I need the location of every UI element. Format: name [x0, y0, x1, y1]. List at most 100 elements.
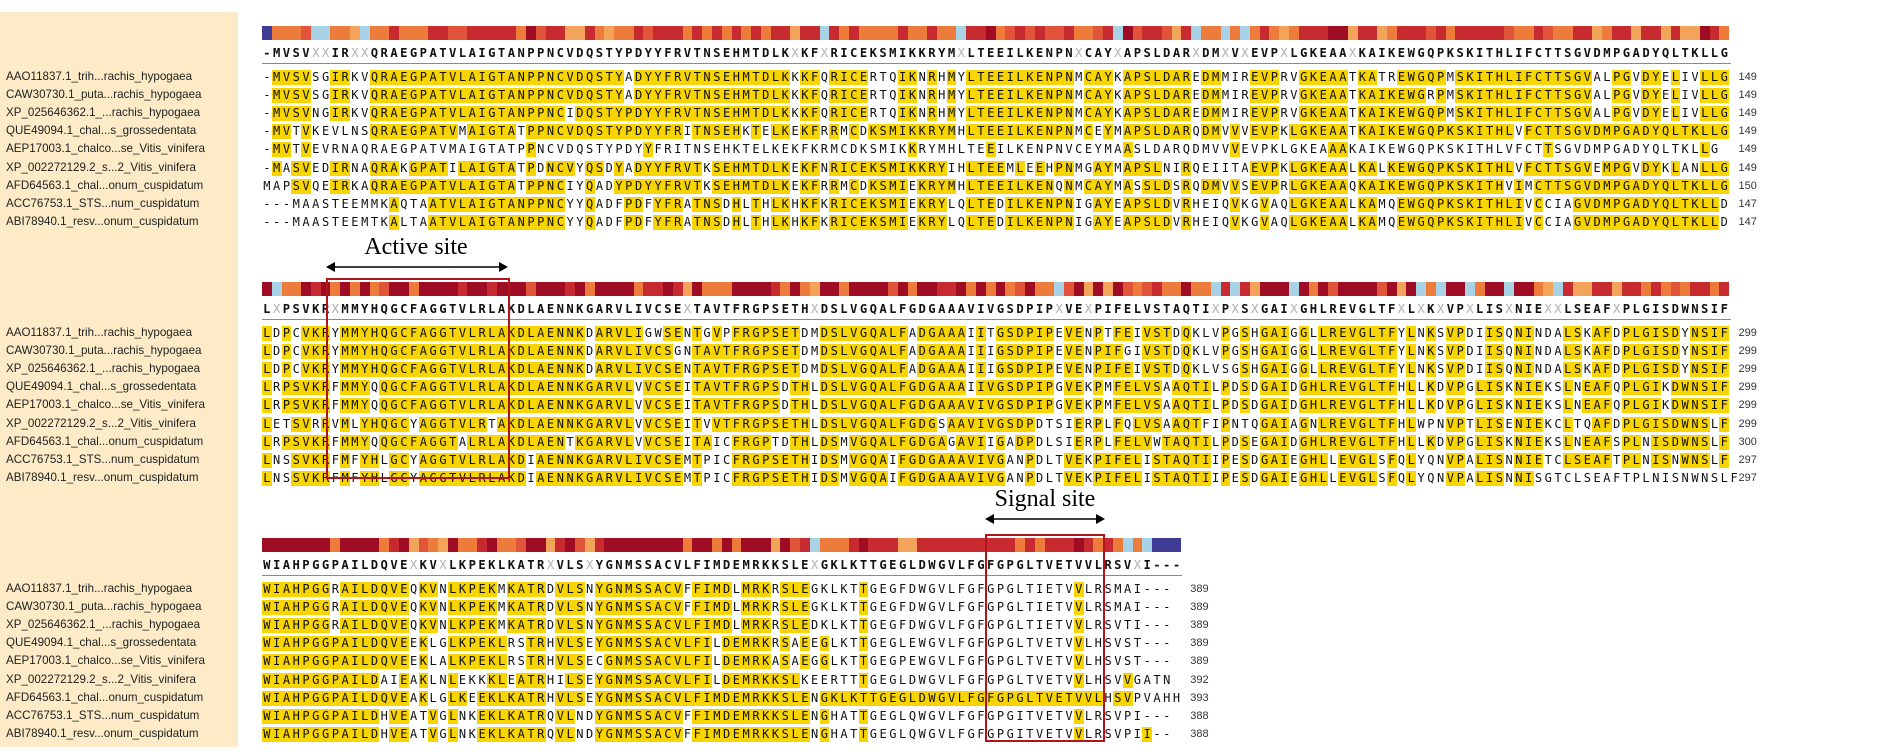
residue: G	[819, 636, 830, 652]
residue: K	[791, 106, 799, 121]
residue: I	[1474, 106, 1485, 122]
residue: K	[506, 708, 517, 724]
residue: E	[1396, 70, 1407, 85]
residue: N	[811, 690, 819, 705]
conservation-cell	[711, 282, 722, 296]
residue: L	[947, 582, 956, 596]
residue: K	[418, 690, 429, 706]
residue: V	[1347, 380, 1358, 396]
residue: W	[1406, 160, 1417, 176]
residue: G	[438, 416, 448, 432]
residue: D	[760, 106, 771, 122]
residue: E	[721, 178, 732, 194]
residue: R	[1328, 326, 1338, 341]
residue: M	[741, 600, 752, 616]
residue: D	[1161, 196, 1172, 212]
conservation-cell	[271, 282, 282, 296]
conservation-cell	[398, 26, 409, 40]
consensus-residue: H	[370, 302, 379, 316]
residue: N	[702, 106, 712, 122]
residue: W	[1680, 452, 1691, 468]
residue: I	[1514, 196, 1524, 212]
residue: S	[1455, 124, 1466, 140]
residue: V	[301, 106, 311, 122]
residue: D	[1592, 124, 1603, 140]
residue: T	[850, 600, 858, 615]
residue: T	[1377, 326, 1387, 341]
sequence-name: XP_002272129.2_s...2_Vitis_vinifera	[6, 160, 196, 174]
residue: -	[282, 196, 291, 211]
residue: I	[271, 582, 282, 597]
residue: M	[350, 380, 360, 396]
residue: I	[271, 600, 282, 616]
residue: G	[604, 600, 615, 616]
residue: D	[917, 344, 928, 360]
residue: G	[858, 398, 869, 414]
residue: L	[1318, 380, 1329, 396]
residue: I	[1474, 70, 1485, 85]
residue: G	[389, 452, 399, 468]
residue: D	[1670, 398, 1681, 414]
residue: D	[1201, 106, 1211, 122]
conservation-cell	[1024, 26, 1035, 40]
residue: N	[1044, 88, 1055, 104]
conservation-cell	[985, 26, 996, 40]
consensus-residue: D	[634, 46, 643, 60]
consensus-residue: T	[1485, 46, 1494, 60]
residue: E	[799, 636, 810, 652]
residue: D	[819, 416, 830, 432]
residue: E	[398, 672, 409, 688]
residue: I	[967, 344, 975, 359]
residue: F	[731, 344, 742, 360]
residue: S	[643, 600, 654, 616]
residue: G	[927, 326, 937, 341]
residue: R	[1094, 726, 1102, 741]
residue: E	[799, 618, 810, 634]
residue: L	[486, 452, 497, 468]
residue: G	[927, 380, 937, 396]
residue: F	[1112, 326, 1123, 341]
residue: L	[1699, 160, 1710, 176]
residue: E	[1026, 142, 1034, 157]
residue: T	[409, 214, 418, 229]
consensus-residue: X	[409, 558, 418, 572]
sequence-name: AEP17003.1_chalco...se_Vitis_vinifera	[6, 654, 205, 668]
consensus-residue: F	[986, 558, 995, 572]
residue: R	[869, 70, 877, 84]
conservation-cell	[457, 538, 468, 552]
residue: I	[839, 214, 849, 230]
residue: R	[820, 178, 829, 193]
residue: G	[751, 362, 761, 378]
residue: M	[458, 124, 467, 139]
residue: E	[1202, 214, 1210, 229]
conservation-cell	[584, 538, 595, 552]
residue: G	[389, 434, 399, 450]
residue: L	[1378, 160, 1386, 175]
residue: I	[1075, 214, 1083, 229]
residue: G	[486, 214, 497, 230]
residue: I	[1231, 88, 1239, 103]
residue: S	[711, 70, 722, 85]
residue: A	[1603, 470, 1611, 485]
residue: K	[1456, 142, 1464, 157]
residue: N	[545, 178, 556, 194]
residue: V	[1230, 196, 1241, 212]
residue: E	[1231, 452, 1239, 467]
residue: S	[1660, 362, 1671, 378]
residue: E	[858, 160, 869, 176]
conservation-cell	[1015, 26, 1025, 40]
consensus-residue: L	[527, 302, 535, 316]
residue: A	[1163, 142, 1171, 157]
residue: R	[741, 362, 752, 378]
conservation-cell	[389, 282, 399, 296]
residue: A	[936, 326, 947, 341]
consensus-residue: M	[742, 46, 750, 60]
residue: G	[1298, 416, 1309, 432]
residue: V	[1221, 142, 1230, 157]
residue: P	[1435, 160, 1446, 176]
consensus-residue: S	[1241, 302, 1249, 316]
residue: I	[477, 106, 487, 122]
residue: G	[389, 416, 399, 432]
residue: V	[1582, 178, 1593, 194]
residue: E	[1582, 380, 1593, 396]
